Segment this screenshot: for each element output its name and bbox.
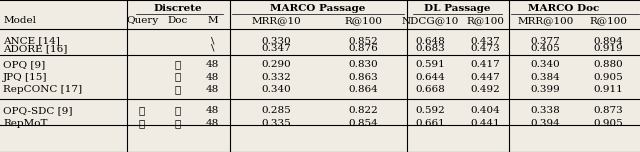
Text: 48: 48 xyxy=(206,119,219,128)
Text: 0.384: 0.384 xyxy=(531,73,560,81)
Text: RepCONC [17]: RepCONC [17] xyxy=(3,85,83,94)
Text: ✓: ✓ xyxy=(139,119,145,128)
Text: 0.417: 0.417 xyxy=(470,60,500,69)
Text: 0.876: 0.876 xyxy=(349,44,378,53)
Text: 0.338: 0.338 xyxy=(531,106,560,115)
Text: MARCO Doc: MARCO Doc xyxy=(527,4,599,13)
Text: ✓: ✓ xyxy=(139,106,145,115)
Text: DL Passage: DL Passage xyxy=(424,4,490,13)
Text: 0.592: 0.592 xyxy=(415,106,445,115)
Text: M: M xyxy=(207,16,218,25)
Text: Query: Query xyxy=(126,16,158,25)
Text: 0.683: 0.683 xyxy=(415,44,445,53)
Text: 0.880: 0.880 xyxy=(593,60,623,69)
Text: ✓: ✓ xyxy=(175,119,181,128)
Text: Discrete: Discrete xyxy=(154,4,202,13)
Text: 0.863: 0.863 xyxy=(349,73,378,81)
Text: 0.854: 0.854 xyxy=(349,119,378,128)
Text: 0.905: 0.905 xyxy=(593,73,623,81)
Text: 0.332: 0.332 xyxy=(262,73,291,81)
Text: 0.441: 0.441 xyxy=(470,119,500,128)
Text: \: \ xyxy=(211,37,214,46)
Text: 0.404: 0.404 xyxy=(470,106,500,115)
Text: R@100: R@100 xyxy=(466,16,504,25)
Text: 0.830: 0.830 xyxy=(349,60,378,69)
Text: Doc: Doc xyxy=(168,16,188,25)
Text: 0.864: 0.864 xyxy=(349,85,378,94)
Text: 48: 48 xyxy=(206,60,219,69)
Text: 0.473: 0.473 xyxy=(470,44,500,53)
Text: 0.377: 0.377 xyxy=(531,37,560,46)
Text: 0.437: 0.437 xyxy=(470,37,500,46)
Text: R@100: R@100 xyxy=(589,16,627,25)
Text: 0.644: 0.644 xyxy=(415,73,445,81)
Text: 0.347: 0.347 xyxy=(262,44,291,53)
Text: 0.919: 0.919 xyxy=(593,44,623,53)
Text: 48: 48 xyxy=(206,85,219,94)
Text: OPQ-SDC [9]: OPQ-SDC [9] xyxy=(3,106,73,115)
Text: 0.335: 0.335 xyxy=(262,119,291,128)
Text: ✓: ✓ xyxy=(175,106,181,115)
Text: ANCE [14]: ANCE [14] xyxy=(3,37,60,46)
Text: ✓: ✓ xyxy=(175,73,181,81)
Text: JPQ [15]: JPQ [15] xyxy=(3,73,48,81)
Text: 48: 48 xyxy=(206,106,219,115)
Text: R@100: R@100 xyxy=(344,16,383,25)
Text: OPQ [9]: OPQ [9] xyxy=(3,60,45,69)
Text: 0.911: 0.911 xyxy=(593,85,623,94)
Text: \: \ xyxy=(211,44,214,53)
Text: 0.394: 0.394 xyxy=(531,119,560,128)
Text: 0.661: 0.661 xyxy=(415,119,445,128)
Text: ✓: ✓ xyxy=(175,60,181,69)
Text: ADORE [16]: ADORE [16] xyxy=(3,44,68,53)
Text: 0.668: 0.668 xyxy=(415,85,445,94)
Text: NDCG@10: NDCG@10 xyxy=(401,16,459,25)
Text: 0.340: 0.340 xyxy=(531,60,560,69)
Text: 0.340: 0.340 xyxy=(262,85,291,94)
Text: 0.330: 0.330 xyxy=(262,37,291,46)
Text: 0.285: 0.285 xyxy=(262,106,291,115)
Text: MRR@10: MRR@10 xyxy=(252,16,301,25)
Text: 48: 48 xyxy=(206,73,219,81)
Text: 0.822: 0.822 xyxy=(349,106,378,115)
Text: 0.648: 0.648 xyxy=(415,37,445,46)
Text: 0.290: 0.290 xyxy=(262,60,291,69)
Text: 0.399: 0.399 xyxy=(531,85,560,94)
Text: 0.894: 0.894 xyxy=(593,37,623,46)
Text: MRR@100: MRR@100 xyxy=(517,16,573,25)
Text: ✓: ✓ xyxy=(175,85,181,94)
Text: 0.852: 0.852 xyxy=(349,37,378,46)
Text: 0.447: 0.447 xyxy=(470,73,500,81)
Text: MARCO Passage: MARCO Passage xyxy=(270,4,366,13)
Text: 0.905: 0.905 xyxy=(593,119,623,128)
Text: 0.492: 0.492 xyxy=(470,85,500,94)
Text: Model: Model xyxy=(3,16,36,25)
Text: 0.591: 0.591 xyxy=(415,60,445,69)
Text: 0.405: 0.405 xyxy=(531,44,560,53)
Text: RepMoT: RepMoT xyxy=(3,119,48,128)
Text: 0.873: 0.873 xyxy=(593,106,623,115)
